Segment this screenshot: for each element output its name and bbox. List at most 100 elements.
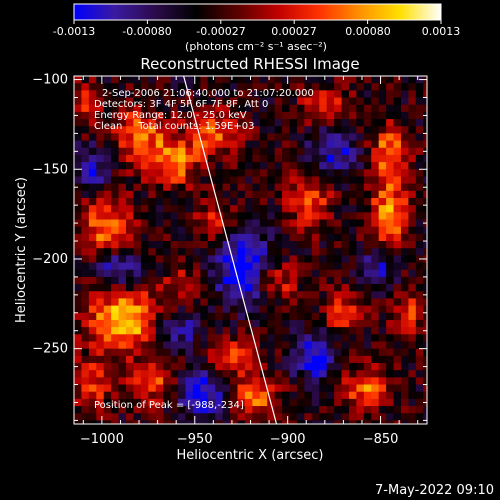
heatmap-cell <box>222 83 231 91</box>
heatmap-cell <box>334 262 343 271</box>
heatmap-cell <box>326 183 335 192</box>
heatmap-cell <box>140 341 149 350</box>
heatmap-cell <box>148 154 157 163</box>
heatmap-cell <box>378 327 387 335</box>
heatmap-cell <box>74 176 83 185</box>
heatmap-cell <box>148 398 157 407</box>
heatmap-cell <box>282 262 291 271</box>
heatmap-cell <box>408 334 417 343</box>
heatmap-cell <box>215 140 224 149</box>
heatmap-cell <box>74 413 83 422</box>
heatmap-cell <box>215 169 224 178</box>
heatmap-cell <box>371 284 380 292</box>
heatmap-cell <box>289 83 298 91</box>
heatmap-cell <box>126 212 135 221</box>
heatmap-cell <box>371 212 380 221</box>
heatmap-cell <box>200 126 209 135</box>
heatmap-cell <box>200 420 209 424</box>
heatmap-cell <box>274 276 283 285</box>
heatmap-cell <box>148 370 157 378</box>
heatmap-cell <box>81 126 90 135</box>
heatmap-cell <box>252 169 261 178</box>
heatmap-cell <box>311 312 320 321</box>
heatmap-cell <box>400 298 410 307</box>
heatmap-cell <box>222 406 231 414</box>
heatmap-cell <box>386 255 395 264</box>
heatmap-cell <box>230 355 239 364</box>
heatmap-cell <box>74 233 83 242</box>
heatmap-cell <box>140 133 149 142</box>
heatmap-cell <box>170 183 179 192</box>
heatmap-cell <box>118 413 127 422</box>
heatmap-cell <box>230 154 239 163</box>
heatmap-cell <box>185 90 194 99</box>
heatmap-cell <box>386 355 395 364</box>
heatmap-cell <box>178 384 187 393</box>
heatmap-cell <box>230 413 239 422</box>
heatmap-cell <box>400 363 410 371</box>
heatmap-cell <box>386 197 395 206</box>
heatmap-cell <box>252 197 261 206</box>
heatmap-cell <box>111 298 120 307</box>
heatmap-cell <box>133 212 142 221</box>
heatmap-cell <box>148 162 157 170</box>
heatmap-cell <box>178 233 187 242</box>
heatmap-cell <box>423 226 427 235</box>
heatmap-cell <box>170 334 179 343</box>
heatmap-cell <box>267 377 276 386</box>
heatmap-cell <box>415 97 424 106</box>
heatmap-cell <box>252 126 261 135</box>
heatmap-cell <box>282 190 291 199</box>
heatmap-cell <box>74 104 83 113</box>
heatmap-cell <box>170 119 179 127</box>
heatmap-cell <box>155 377 164 386</box>
heatmap-cell <box>326 377 335 386</box>
heatmap-cell <box>192 190 201 199</box>
heatmap-cell <box>267 355 276 364</box>
heatmap-cell <box>215 147 224 156</box>
heatmap-cell <box>133 154 142 163</box>
heatmap-cell <box>81 269 90 278</box>
heatmap-cell <box>408 255 417 264</box>
heatmap-cell <box>244 370 253 378</box>
heatmap-cell <box>126 255 135 264</box>
heatmap-cell <box>267 298 276 307</box>
heatmap-cell <box>192 205 201 213</box>
heatmap-cell <box>200 176 209 185</box>
heatmap-cell <box>244 391 253 400</box>
heatmap-cell <box>371 147 380 156</box>
heatmap-cell <box>207 76 216 84</box>
heatmap-cell <box>282 305 291 314</box>
heatmap-cell <box>282 90 291 99</box>
heatmap-cell <box>356 262 365 271</box>
heatmap-cell <box>252 398 261 407</box>
heatmap-cell <box>423 319 427 328</box>
heatmap-cell <box>126 370 135 378</box>
heatmap-cell <box>222 355 231 364</box>
heatmap-cell <box>289 420 298 424</box>
heatmap-cell <box>267 219 276 228</box>
heatmap-cell <box>222 140 231 149</box>
heatmap-cell <box>259 413 268 422</box>
heatmap-cell <box>259 241 268 249</box>
heatmap-cell <box>252 147 261 156</box>
heatmap-cell <box>363 269 372 278</box>
heatmap-cell <box>81 76 90 84</box>
heatmap-cell <box>386 226 395 235</box>
heatmap-cell <box>215 76 224 84</box>
heatmap-cell <box>170 176 179 185</box>
heatmap-cell <box>371 219 380 228</box>
heatmap-cell <box>415 241 424 249</box>
heatmap-cell <box>334 276 343 285</box>
heatmap-cell <box>341 370 350 378</box>
heatmap-cell <box>363 154 372 163</box>
heatmap-cell <box>140 197 149 206</box>
heatmap-cell <box>400 76 410 84</box>
heatmap-cell <box>341 291 350 300</box>
heatmap-cell <box>341 111 350 120</box>
heatmap-cell <box>386 205 395 213</box>
heatmap-cell <box>237 76 246 84</box>
heatmap-cell <box>363 377 372 386</box>
heatmap-cell <box>348 248 357 256</box>
heatmap-cell <box>192 183 201 192</box>
